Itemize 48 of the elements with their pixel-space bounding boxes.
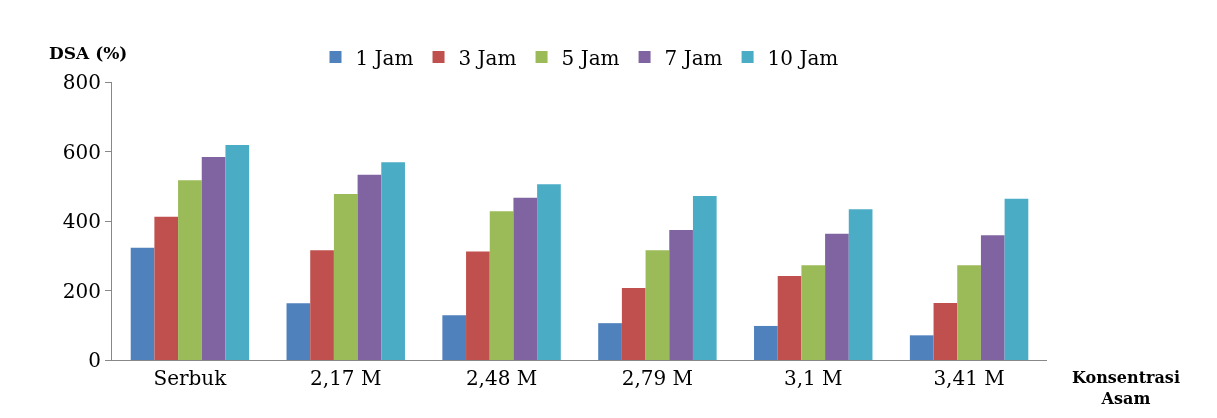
legend-label: 3 Jam	[458, 45, 517, 70]
bar	[201, 157, 226, 360]
bar	[645, 250, 670, 360]
y-tick-label: 0	[88, 348, 101, 372]
bar	[442, 315, 467, 360]
bar	[513, 197, 538, 360]
bar	[286, 303, 311, 360]
bar	[130, 247, 155, 360]
bar	[825, 233, 849, 360]
bar	[333, 193, 358, 360]
bar	[310, 250, 334, 360]
legend-label: 5 Jam	[561, 45, 620, 70]
legend-label: 7 Jam	[664, 45, 723, 70]
x-tick-label: 3,1 M	[783, 366, 843, 390]
legend-label: 1 Jam	[355, 45, 414, 70]
x-tick-label: Serbuk	[153, 366, 228, 390]
bar	[381, 162, 405, 360]
bar	[777, 275, 802, 360]
bar	[178, 180, 202, 360]
bar	[692, 195, 717, 360]
y-tick-label: 600	[62, 139, 101, 164]
bar	[933, 303, 958, 360]
bar	[801, 265, 826, 360]
bar	[669, 230, 693, 360]
bar	[489, 211, 514, 360]
x-tick-label: 2,79 M	[621, 366, 694, 390]
bar	[225, 144, 250, 360]
bar	[537, 184, 561, 360]
y-tick-label: 800	[62, 70, 101, 94]
bar	[154, 216, 179, 360]
y-tick-label: 200	[62, 278, 101, 303]
bar	[466, 251, 490, 360]
x-axis-title: Konsentrasi Asam	[1072, 368, 1180, 408]
y-axis-title: DSA (%)	[49, 43, 128, 63]
bar	[598, 323, 622, 360]
bar	[980, 235, 1005, 360]
bar	[1004, 198, 1029, 360]
legend-label: 10 Jam	[767, 45, 839, 70]
x-tick-label: 2,17 M	[310, 366, 382, 390]
bar	[909, 335, 934, 360]
bar	[754, 325, 778, 360]
bar	[957, 265, 981, 360]
x-tick-label: 3,41 M	[933, 366, 1005, 390]
bar	[621, 288, 646, 360]
x-tick-label: 2,48 M	[465, 366, 538, 390]
y-tick-label: 400	[62, 209, 101, 233]
bar	[848, 209, 873, 360]
bar	[357, 174, 382, 360]
